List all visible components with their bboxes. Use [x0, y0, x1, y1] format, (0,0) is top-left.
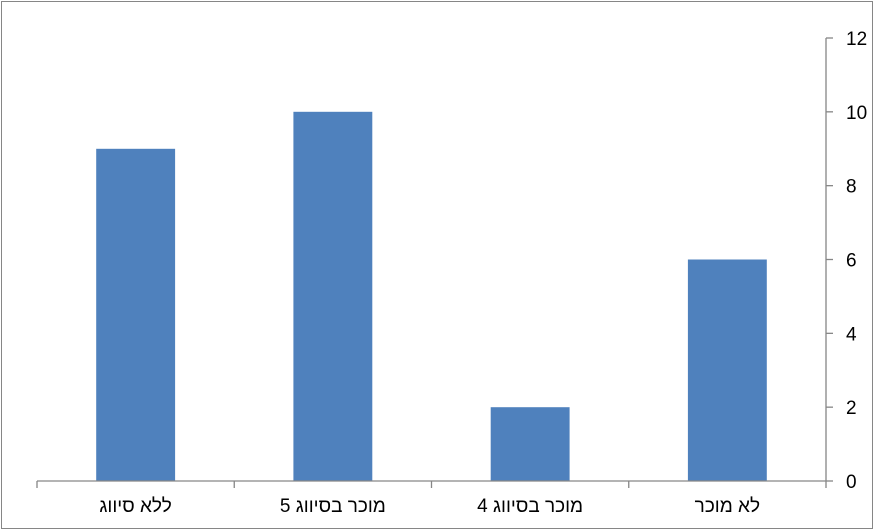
labels: 0 2 4 6 8 10 12 ללא סיווג מוכר בסיווג 5 מוכר בסיו…: [99, 29, 867, 517]
category-label-3: לא מוכר: [695, 496, 760, 517]
y-tick-label-4: 8: [846, 177, 857, 198]
category-label-0: ללא סיווג: [99, 496, 171, 517]
bar-0: [96, 148, 176, 482]
bar-2: [490, 407, 570, 481]
y-tick-label-0: 0: [846, 472, 857, 493]
category-label-2: מוכר בסיווג 4: [477, 496, 583, 517]
bars: [96, 111, 767, 482]
y-tick-label-5: 10: [846, 103, 867, 124]
bar-1: [293, 111, 373, 482]
bar-3: [687, 259, 767, 481]
y-tick-label-2: 4: [846, 324, 857, 345]
category-label-1: מוכר בסיווג 5: [280, 496, 386, 517]
y-tick-label-6: 12: [846, 29, 867, 50]
axes: [36, 37, 833, 488]
y-tick-label-1: 2: [846, 398, 857, 419]
y-tick-label-3: 6: [846, 251, 857, 272]
